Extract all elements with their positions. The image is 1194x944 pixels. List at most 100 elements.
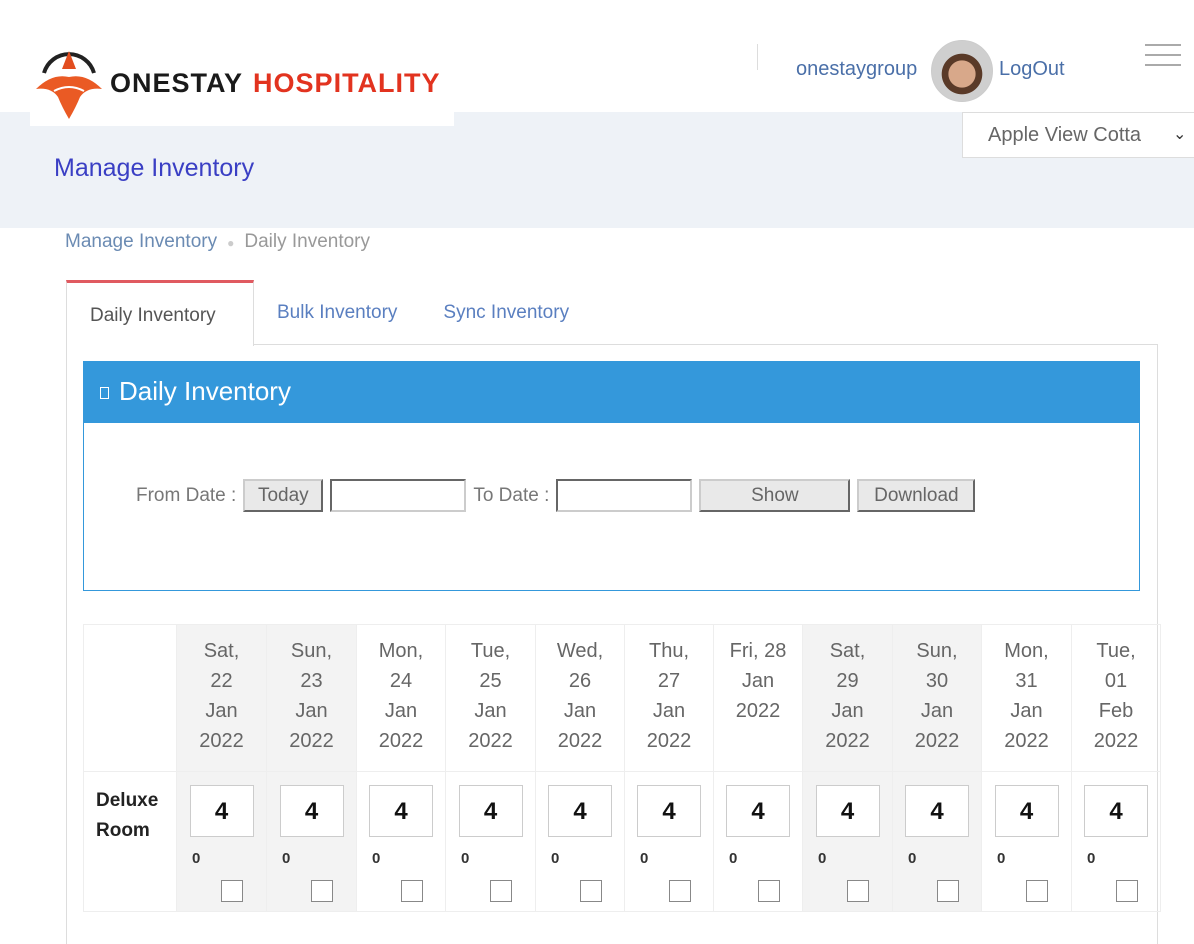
inventory-input[interactable]: 4 [1084, 785, 1148, 837]
date-header-line: Mon, [1004, 640, 1049, 662]
show-button[interactable]: Show [699, 479, 851, 512]
panel-title: Daily Inventory [119, 376, 291, 406]
panel-icon [100, 387, 109, 400]
date-header: Fri, 28 Jan 2022 [713, 624, 803, 772]
date-header: Tue, 01 Feb 2022 [1071, 624, 1161, 772]
stop-sell-checkbox[interactable] [490, 880, 512, 902]
corner-cell [83, 624, 177, 772]
to-date-label: To Date : [473, 484, 550, 506]
tab-daily-inventory[interactable]: Daily Inventory [66, 280, 254, 346]
inventory-grid: Sat, 22 Jan 2022 Sun, 23 Jan 2022 Mon, 24 Jan 2022 T… [83, 624, 1161, 912]
logout-link[interactable]: LogOut [999, 58, 1065, 80]
today-button[interactable]: Today [243, 479, 324, 512]
breadcrumb-separator: ● [227, 236, 235, 250]
breadcrumb-current: Daily Inventory [244, 231, 371, 252]
breadcrumb-manage-inventory[interactable]: Manage Inventory [65, 231, 218, 252]
stop-sell-checkbox[interactable] [937, 880, 959, 902]
date-header: Sat, 29 Jan 2022 [802, 624, 893, 772]
room-type-label: Deluxe Room [83, 771, 177, 912]
inventory-input[interactable]: 4 [189, 785, 254, 837]
stop-sell-checkbox[interactable] [311, 880, 333, 902]
date-header-line: Sun, [916, 640, 958, 662]
date-header-line: 24 [389, 670, 413, 692]
date-header-line: Sat, [203, 640, 240, 662]
date-header-line: 2022 [1093, 730, 1139, 752]
date-header-line: 29 [836, 670, 859, 692]
booked-count: 0 [729, 850, 738, 867]
logo[interactable]: ONESTAY HOSPITALITY [30, 40, 454, 126]
inventory-input[interactable]: 4 [458, 785, 523, 837]
date-header-line: 27 [657, 670, 681, 692]
stop-sell-checkbox[interactable] [758, 880, 780, 902]
booked-count: 0 [640, 850, 649, 867]
date-header: Sun, 23 Jan 2022 [266, 624, 357, 772]
stop-sell-checkbox[interactable] [401, 880, 423, 902]
stop-sell-checkbox[interactable] [1116, 880, 1138, 902]
stop-sell-checkbox[interactable] [847, 880, 869, 902]
stop-sell-checkbox[interactable] [580, 880, 602, 902]
stop-sell-checkbox[interactable] [1026, 880, 1048, 902]
property-select[interactable]: Apple View Cotta ⌄ [962, 112, 1194, 158]
breadcrumb: Manage Inventory ● Daily Inventory [65, 231, 370, 253]
inventory-input[interactable]: 4 [905, 785, 969, 837]
date-header-line: 2022 [1004, 730, 1049, 752]
date-header-line: Jan [205, 700, 238, 722]
date-header-line: Jan [920, 700, 954, 722]
panel-header: Daily Inventory [84, 362, 1139, 423]
booked-count: 0 [282, 850, 291, 867]
date-header-line: 2022 [378, 730, 424, 752]
hamburger-menu-icon[interactable] [1145, 44, 1181, 68]
booked-count: 0 [461, 850, 470, 867]
date-header-line: 2022 [199, 730, 244, 752]
stop-sell-checkbox[interactable] [221, 880, 243, 902]
date-header-line: Sun, [290, 640, 333, 662]
date-header-line: 26 [568, 670, 592, 692]
date-header-line: Jan [563, 700, 597, 722]
date-header-line: 2022 [646, 730, 692, 752]
date-header-line: Wed, [556, 640, 604, 662]
inventory-input[interactable]: 4 [726, 785, 790, 837]
date-header-line: 2022 [914, 730, 960, 752]
date-header-line: Jan [831, 700, 864, 722]
divider [757, 44, 758, 70]
inventory-input[interactable]: 4 [637, 785, 701, 837]
inventory-input[interactable]: 4 [815, 785, 880, 837]
tab-bar: Daily Inventory Bulk Inventory Sync Inve… [66, 280, 592, 346]
date-header-line: 30 [925, 670, 949, 692]
from-date-input[interactable] [330, 479, 467, 512]
date-header-line: 2022 [735, 700, 781, 722]
tab-bulk-inventory[interactable]: Bulk Inventory [277, 302, 398, 323]
avatar[interactable] [931, 40, 993, 102]
inventory-input[interactable]: 4 [994, 785, 1059, 837]
stop-sell-checkbox[interactable] [669, 880, 691, 902]
booked-count: 0 [908, 850, 917, 867]
room-name-line1: Deluxe [96, 790, 159, 811]
tab-sync-inventory[interactable]: Sync Inventory [443, 302, 570, 323]
booked-count: 0 [1087, 850, 1096, 867]
date-header-line: Jan [384, 700, 418, 722]
date-header-line: Mon, [378, 640, 424, 662]
inventory-input[interactable]: 4 [548, 785, 612, 837]
date-header-line: Tue, [470, 640, 511, 662]
date-header-line: 31 [1015, 670, 1038, 692]
to-date-input[interactable] [556, 479, 693, 512]
username-link[interactable]: onestaygroup [796, 58, 918, 80]
date-header-line: 2022 [289, 730, 334, 752]
chevron-down-icon: ⌄ [1173, 126, 1187, 143]
download-button[interactable]: Download [857, 479, 976, 512]
date-header-line: 22 [210, 670, 233, 692]
date-header-line: Fri, 28 [729, 640, 787, 662]
date-header-line: Jan [741, 670, 775, 692]
inventory-input[interactable]: 4 [369, 785, 433, 837]
date-filter-form: From Date : Today To Date : Show Downloa… [136, 479, 976, 512]
logo-text-hospitality: HOSPITALITY [253, 67, 441, 98]
inventory-input[interactable]: 4 [279, 785, 344, 837]
date-header-line: Thu, [648, 640, 690, 662]
date-header-line: Sat, [829, 640, 866, 662]
